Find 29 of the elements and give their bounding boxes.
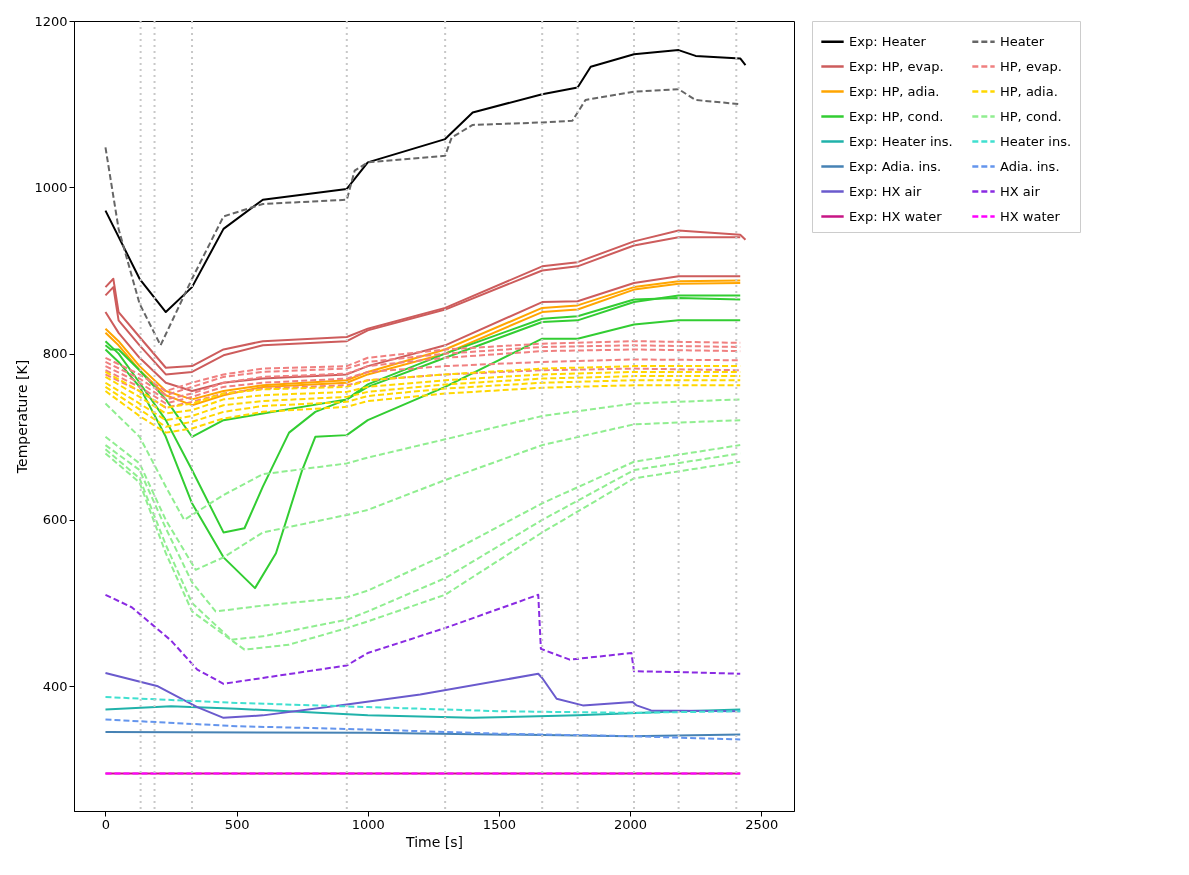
legend-label: Adia. ins. <box>1000 158 1060 174</box>
legend-label: Exp: HP, evap. <box>849 58 944 74</box>
y-tick-label: 800 <box>42 346 68 362</box>
y-tick-label: 1200 <box>34 13 68 29</box>
x-tick-label: 1500 <box>482 816 516 832</box>
x-tick-label: 2500 <box>745 816 779 832</box>
legend-label: Exp: HP, adia. <box>849 83 940 99</box>
x-tick-label: 1000 <box>351 816 385 832</box>
x-tick-label: 2000 <box>614 816 648 832</box>
x-axis-title: Time [s] <box>405 833 463 850</box>
legend-label: HP, evap. <box>1000 58 1062 74</box>
x-tick-label: 0 <box>101 816 111 832</box>
legend-label: Exp: HX water <box>849 208 943 224</box>
legend-label: Exp: HP, cond. <box>849 108 944 124</box>
y-tick-label: 1000 <box>34 179 68 195</box>
legend-label: Exp: Adia. ins. <box>849 158 942 174</box>
legend-label: Exp: HX air <box>849 183 923 199</box>
y-tick-label: 600 <box>42 512 68 528</box>
x-tick-label: 500 <box>224 816 250 832</box>
legend-label: HP, cond. <box>1000 108 1062 124</box>
legend-label: HX water <box>1000 208 1061 224</box>
legend-label: Heater ins. <box>1000 133 1072 149</box>
y-tick-label: 400 <box>42 678 68 694</box>
legend-label: Exp: Heater ins. <box>849 133 953 149</box>
legend-label: Heater <box>1000 33 1045 49</box>
legend-label: HX air <box>1000 183 1041 199</box>
legend-label: Exp: Heater <box>849 33 927 49</box>
legend-label: HP, adia. <box>1000 83 1058 99</box>
y-axis-title: Temperature [K] <box>14 359 31 475</box>
